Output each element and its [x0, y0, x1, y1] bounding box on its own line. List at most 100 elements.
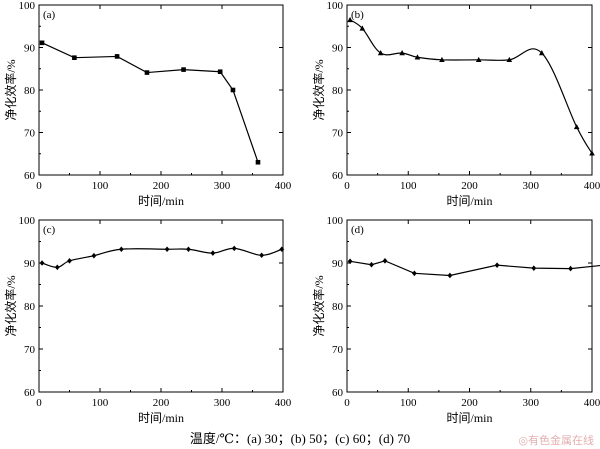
y-tick-label: 70 [332, 344, 344, 356]
panel-b: 0 100 200 300 400 60 70 80 90 100 时间/min 净化效率/% (b) [311, 0, 600, 208]
x-tick-label: 300 [523, 397, 540, 409]
panel-d: 0 100 200 300 400 60 70 80 90 100 时间/min 净化效率/% (d) [311, 215, 600, 425]
x-axis-title: 时间/min [138, 194, 184, 208]
watermark: ◎有色金属在线 [518, 434, 594, 447]
plot-frame [38, 219, 284, 393]
x-axis-title: 时间/min [138, 411, 184, 425]
series-line [41, 42, 259, 163]
data-point-7 [186, 246, 191, 253]
data-point-1 [347, 16, 353, 23]
x-tick-label: 0 [344, 397, 350, 409]
data-point-1 [39, 40, 45, 46]
y-tick-label: 60 [332, 170, 344, 182]
series-line [41, 247, 282, 268]
data-point-8 [568, 265, 573, 272]
x-tick-label: 0 [344, 180, 350, 192]
panel-label: (d) [351, 224, 364, 236]
x-tick-label: 400 [584, 397, 600, 409]
series-line [349, 260, 600, 277]
y-tick-label: 60 [332, 387, 344, 399]
data-point-9 [538, 50, 545, 56]
figure-caption: 温度/℃：(a) 30；(b) 50；(c) 60；(d) 70 [189, 431, 411, 446]
x-tick-label: 200 [461, 180, 478, 192]
x-tick-label: 300 [214, 397, 231, 409]
panel-c: 0 100 200 300 400 60 70 80 90 100 时间/min 净化效率/% (c) [3, 215, 292, 425]
data-point-2 [72, 55, 77, 60]
y-tick-label: 90 [332, 43, 344, 55]
x-tick-label: 100 [92, 180, 109, 192]
panel-a: 0 100 200 300 400 60 70 80 90 100 时间/min 净化效率/% (a) [3, 0, 292, 208]
data-point-5 [181, 67, 186, 72]
y-tick-label: 60 [24, 387, 36, 399]
x-tick-label: 100 [92, 397, 109, 409]
data-point-3 [377, 50, 384, 56]
data-point-8 [210, 250, 216, 256]
data-point-10 [573, 123, 580, 130]
data-point-7 [230, 87, 236, 93]
data-point-6 [217, 69, 223, 75]
x-axis-title: 时间/min [446, 194, 492, 208]
x-tick-label: 400 [584, 180, 600, 192]
data-point-1 [39, 260, 45, 266]
data-point-11 [589, 150, 595, 156]
x-tick-label: 200 [153, 180, 170, 192]
data-point-10 [259, 252, 265, 259]
y-axis-title: 净化效率/% [311, 275, 326, 336]
y-tick-label: 100 [327, 215, 344, 227]
panel-label: (b) [351, 9, 364, 21]
x-tick-label: 200 [153, 397, 170, 409]
data-point-3 [382, 258, 388, 264]
data-point-5 [118, 246, 124, 253]
data-point-3 [114, 54, 120, 59]
data-point-5 [414, 54, 421, 60]
data-point-5 [447, 272, 453, 279]
data-point-2 [359, 25, 366, 31]
data-point-4 [91, 252, 97, 259]
y-tick-label: 80 [24, 301, 36, 313]
plot-frame [346, 4, 593, 176]
data-point-6 [164, 246, 170, 253]
y-tick-label: 90 [24, 258, 36, 270]
plot-frame [38, 4, 284, 176]
y-axis-title: 净化效率/% [311, 59, 326, 120]
data-point-4 [144, 70, 150, 75]
panel-label: (c) [43, 224, 56, 236]
panel-label: (a) [43, 9, 56, 21]
x-tick-label: 100 [400, 397, 417, 409]
x-tick-label: 0 [36, 397, 42, 409]
data-point-11 [279, 246, 285, 253]
x-tick-label: 100 [400, 180, 417, 192]
data-point-7 [475, 56, 482, 63]
data-point-3 [67, 258, 72, 264]
x-tick-label: 200 [461, 397, 478, 409]
x-axis-title: 时间/min [446, 411, 492, 425]
y-axis-title: 净化效率/% [3, 59, 18, 120]
data-point-4 [399, 50, 405, 56]
data-point-8 [506, 56, 513, 63]
y-tick-label: 100 [19, 215, 36, 227]
y-tick-label: 70 [24, 344, 36, 356]
data-point-8 [255, 159, 261, 165]
y-tick-label: 60 [24, 170, 36, 182]
y-tick-label: 80 [332, 301, 344, 313]
y-tick-label: 80 [24, 85, 36, 97]
x-tick-label: 300 [523, 180, 540, 192]
data-point-6 [494, 262, 500, 268]
y-axis-title: 净化效率/% [3, 275, 18, 336]
y-tick-label: 80 [332, 85, 344, 97]
data-point-7 [531, 265, 537, 271]
plot-frame [346, 219, 593, 393]
x-tick-label: 400 [275, 397, 292, 409]
y-tick-label: 70 [24, 128, 36, 140]
y-tick-label: 100 [327, 0, 344, 12]
x-tick-label: 300 [214, 180, 231, 192]
data-point-6 [439, 56, 445, 63]
data-point-2 [54, 264, 60, 271]
x-tick-label: 0 [36, 180, 42, 192]
y-tick-label: 90 [332, 258, 344, 270]
data-point-1 [347, 258, 353, 265]
data-point-2 [369, 261, 374, 268]
x-tick-label: 400 [275, 180, 292, 192]
y-tick-label: 70 [332, 128, 344, 140]
